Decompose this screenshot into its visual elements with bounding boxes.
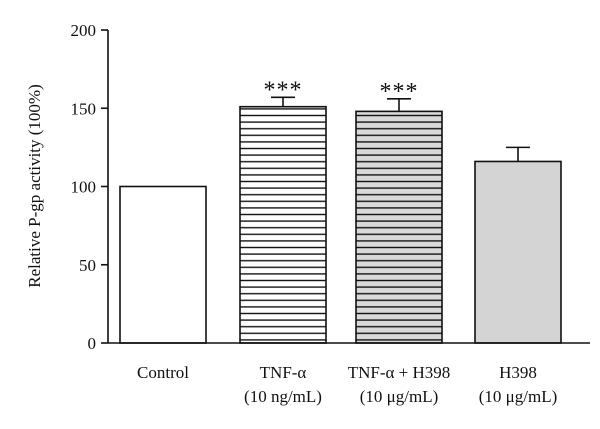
y-tick-label-3: 150	[71, 99, 97, 118]
y-tick-label-0: 0	[88, 334, 97, 353]
category-sublabel-1: (10 ng/mL)	[244, 387, 322, 406]
y-tick-label-2: 100	[71, 178, 97, 197]
bar-0	[120, 186, 206, 343]
significance-label-1: ***	[264, 77, 303, 103]
category-label-3: H398	[499, 363, 537, 382]
bar-3	[475, 161, 561, 343]
y-tick-label-4: 200	[71, 21, 97, 40]
bar-pattern-1	[240, 106, 326, 343]
significance-label-2: ***	[380, 79, 419, 105]
category-sublabel-2: (10 μg/mL)	[360, 387, 439, 406]
category-label-1: TNF-α	[260, 363, 307, 382]
bar-pattern-2	[356, 111, 442, 343]
category-label-0: Control	[137, 363, 189, 382]
category-label-2: TNF-α + H398	[348, 363, 451, 382]
y-tick-label-1: 50	[79, 256, 96, 275]
category-sublabel-3: (10 μg/mL)	[479, 387, 558, 406]
y-axis-label: Relative P-gp activity (100%)	[25, 84, 44, 287]
